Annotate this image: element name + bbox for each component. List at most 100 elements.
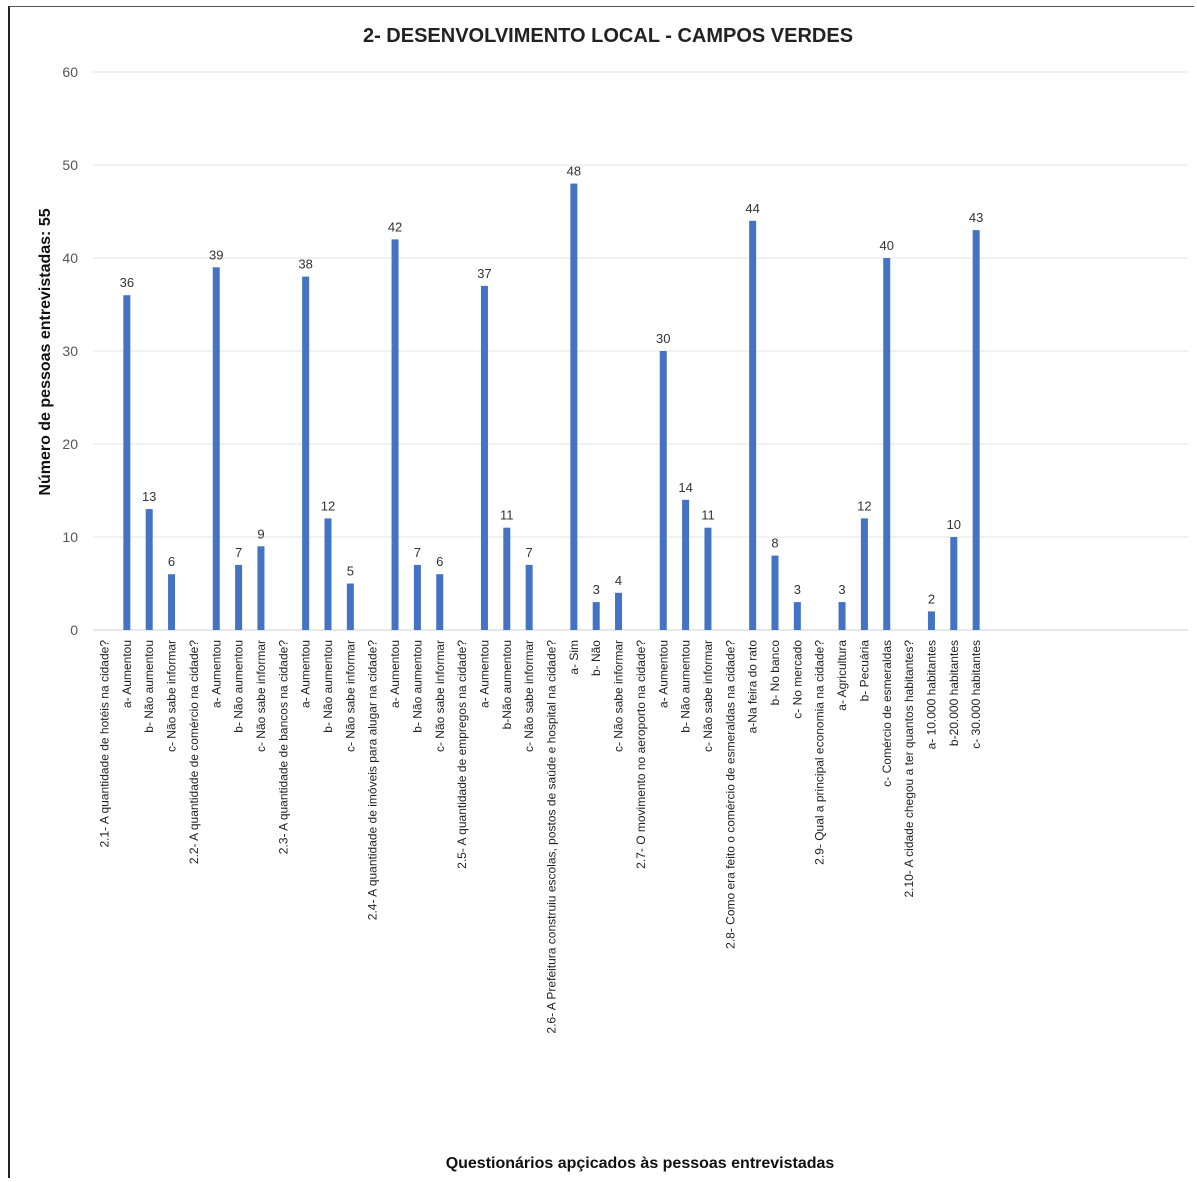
data-label: 10 [947, 517, 961, 532]
category-label: b- Não aumentou [410, 640, 424, 733]
category-label: a- Aumentou [477, 640, 491, 708]
category-label: b- Não [589, 640, 603, 676]
data-label: 13 [142, 489, 156, 504]
bar [436, 574, 444, 630]
category-label: 2.6- A Prefeitura construiu escolas, pos… [545, 640, 559, 1034]
category-label: b- Pecuária [857, 640, 871, 702]
data-label: 40 [880, 238, 894, 253]
data-label: 3 [838, 582, 845, 597]
category-label: 2.2- A quantidade de comércio na cidade? [187, 640, 201, 864]
category-label: c- Não sabe informar [254, 640, 268, 752]
data-label: 39 [209, 247, 223, 262]
data-label: 4 [615, 573, 622, 588]
bar [838, 602, 846, 630]
y-tick-label: 0 [70, 622, 78, 638]
category-label: c- Não sabe informar [522, 640, 536, 752]
data-label: 7 [414, 545, 421, 560]
data-label: 8 [771, 536, 778, 551]
category-label: a- Aumentou [209, 640, 223, 708]
bar [480, 285, 488, 630]
data-label: 5 [347, 564, 354, 579]
bar [391, 239, 399, 630]
bar [212, 267, 220, 630]
category-label: a-Na feira do rato [746, 640, 760, 734]
bar [145, 509, 153, 630]
category-label: a- Aumentou [120, 640, 134, 708]
gridlines [93, 71, 1188, 631]
data-label: 43 [969, 210, 983, 225]
bar [972, 230, 980, 630]
category-label: 2.10- A cidade chegou a ter quantos habi… [902, 640, 916, 898]
data-label: 6 [168, 554, 175, 569]
bar [302, 276, 310, 630]
category-label: b-20.000 habitantes [947, 640, 961, 746]
category-label: 2.4- A quantidade de imóveis para alugar… [366, 640, 380, 921]
bar [659, 351, 667, 630]
data-label: 37 [477, 266, 491, 281]
y-axis-label: Número de pessoas entrevistadas: 55 [37, 208, 54, 495]
bar [123, 295, 131, 630]
data-label: 36 [120, 275, 134, 290]
bar [771, 555, 779, 630]
category-label: a- Aumentou [299, 640, 313, 708]
category-label: c- Não sabe informar [165, 640, 179, 752]
bar [346, 583, 354, 630]
bar [413, 564, 421, 630]
data-label: 3 [593, 582, 600, 597]
category-label: b- No banco [768, 640, 782, 706]
y-tick-label: 50 [62, 157, 78, 173]
category-label: c- Não sabe informar [701, 640, 715, 752]
category-label: 2.5- A quantidade de empregos na cidade? [455, 640, 469, 869]
category-label: b- Não aumentou [321, 640, 335, 733]
category-label: b- Não aumentou [142, 640, 156, 733]
chart-title: 2- DESENVOLVIMENTO LOCAL - CAMPOS VERDES [363, 25, 853, 47]
bar [860, 518, 868, 630]
data-label: 11 [701, 508, 715, 523]
data-label: 12 [321, 498, 335, 513]
data-label: 38 [298, 257, 312, 272]
data-label: 12 [857, 498, 871, 513]
y-tick-label: 30 [62, 343, 78, 359]
bars [123, 183, 980, 631]
category-label: c- 30.000 habitantes [969, 640, 983, 749]
bar [257, 546, 265, 630]
category-label: a- Sim [567, 640, 581, 675]
category-label: a- 10.000 habitantes [924, 640, 938, 749]
x-axis-label: Questionários apçicados às pessoas entre… [446, 1155, 835, 1172]
y-tick-label: 60 [62, 64, 78, 80]
bar [615, 592, 623, 630]
category-label: c- Não sabe informar [433, 640, 447, 752]
bar [883, 258, 891, 630]
category-label: 2.7- O movimento no aeroporto na cidade? [634, 640, 648, 869]
data-label: 42 [388, 219, 402, 234]
category-label: c- Comércio de esmeraldas [880, 640, 894, 787]
category-label: b- Não aumentou [232, 640, 246, 733]
category-label: a- Aumentou [656, 640, 670, 708]
data-label: 14 [678, 480, 692, 495]
bar [749, 220, 757, 631]
bar [235, 564, 243, 630]
data-label: 6 [436, 554, 443, 569]
data-label: 7 [235, 545, 242, 560]
data-label: 2 [928, 591, 935, 606]
category-label: c- Não sabe informar [612, 640, 626, 752]
data-label: 7 [526, 545, 533, 560]
data-label: 3 [794, 582, 801, 597]
y-tick-label: 40 [62, 250, 78, 266]
bar [570, 183, 578, 630]
data-label: 9 [257, 526, 264, 541]
data-label: 11 [500, 508, 514, 523]
category-label: b- Não aumentou [679, 640, 693, 733]
bar [503, 527, 511, 630]
bar [525, 564, 533, 630]
data-label: 30 [656, 331, 670, 346]
bar [324, 518, 332, 630]
category-label: 2.1- A quantidade de hotéis na cidade? [98, 640, 112, 848]
category-label: 2.9- Qual a principal economia na cidade… [813, 640, 827, 865]
category-label: c- Não sabe informar [343, 640, 357, 752]
data-label: 48 [567, 164, 581, 179]
category-label: 2.8- Como era feito o comércio de esmera… [723, 640, 737, 949]
bar [168, 574, 176, 630]
